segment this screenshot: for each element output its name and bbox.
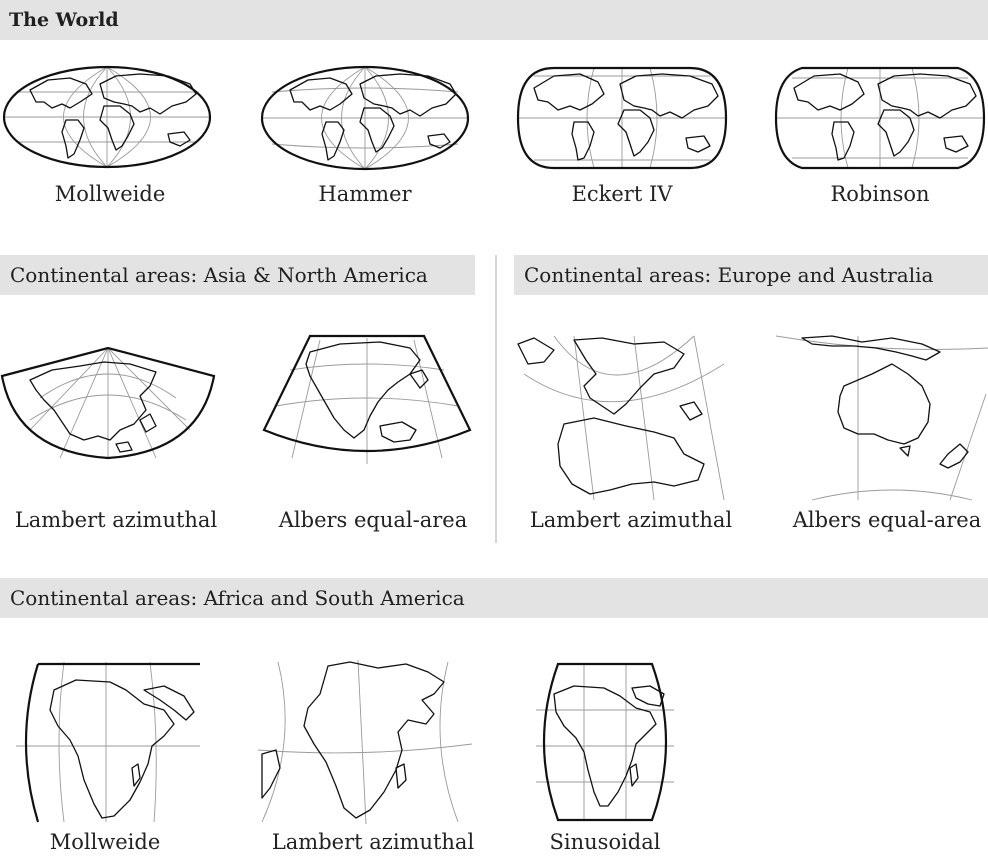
section-divider [495, 255, 497, 543]
sinusoidal-africa-map [536, 662, 674, 822]
section-header-asia-north-america: Continental areas: Asia & North America [0, 255, 475, 295]
eckert-iv-world-map [516, 66, 728, 170]
section-title-asia-north-america: Continental areas: Asia & North America [10, 263, 428, 287]
section-title-world: The World [9, 9, 119, 31]
section-header-europe-australia: Continental areas: Europe and Australia [514, 255, 988, 295]
map-label-sinusoidal: Sinusoidal [549, 830, 661, 854]
section-title-africa-south-america: Continental areas: Africa and South Amer… [10, 586, 465, 610]
map-label-mollweide: Mollweide [54, 182, 166, 206]
map-label-albers-equal-area-north-america: Albers equal-area [278, 508, 468, 532]
robinson-world-map [774, 66, 986, 170]
albers-equal-area-north-america-map [262, 334, 472, 464]
map-label-robinson: Robinson [830, 182, 930, 206]
map-label-albers-equal-area-australia: Albers equal-area [792, 508, 982, 532]
albers-equal-area-australia-map [775, 335, 988, 501]
map-label-eckert-iv: Eckert IV [571, 182, 673, 206]
section-header-world: The World [0, 0, 988, 40]
lambert-azimuthal-europe-map [517, 335, 725, 501]
mollweide-world-map [2, 65, 212, 169]
map-label-lambert-azimuthal-asia: Lambert azimuthal [14, 508, 218, 532]
map-label-hammer: Hammer [318, 182, 412, 206]
map-label-lambert-azimuthal-africa: Lambert azimuthal [271, 830, 475, 854]
map-label-lambert-azimuthal-europe: Lambert azimuthal [529, 508, 733, 532]
mollweide-africa-map [16, 661, 200, 823]
map-label-mollweide-africa: Mollweide [49, 830, 161, 854]
section-title-europe-australia: Continental areas: Europe and Australia [524, 263, 934, 287]
section-header-africa-south-america: Continental areas: Africa and South Amer… [0, 578, 988, 618]
lambert-azimuthal-asia-map [0, 346, 216, 460]
lambert-azimuthal-africa-map [258, 659, 472, 824]
hammer-world-map [260, 65, 470, 171]
